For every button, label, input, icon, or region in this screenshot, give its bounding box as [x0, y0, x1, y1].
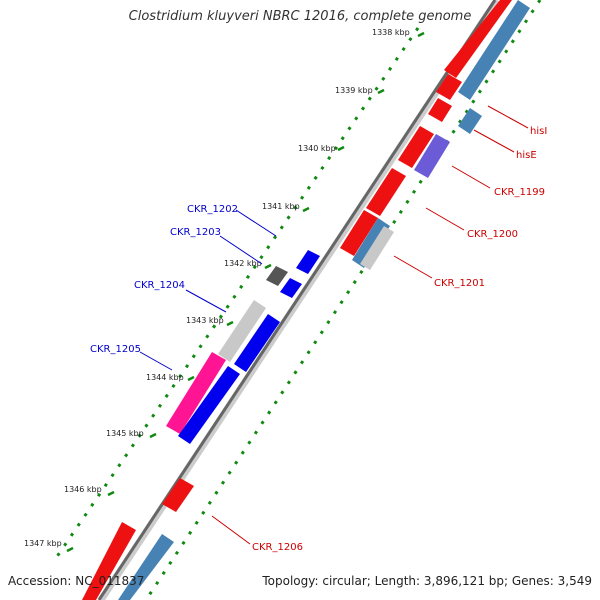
tick-label: 1342 kbp: [224, 259, 262, 268]
tick-marks: [66, 31, 425, 553]
gene-feature[interactable]: [444, 0, 512, 78]
gene-feature[interactable]: [82, 522, 136, 600]
gene-feature[interactable]: [458, 0, 530, 100]
gene-label-ckr1203[interactable]: CKR_1203: [170, 227, 221, 238]
gene-label-hisI[interactable]: hisI: [530, 126, 547, 137]
gene-feature[interactable]: [280, 278, 302, 298]
gene-feature[interactable]: [436, 74, 462, 100]
tick-label: 1341 kbp: [262, 202, 300, 211]
gene-feature[interactable]: [234, 314, 280, 372]
gene-feature[interactable]: [428, 98, 452, 122]
gene-label-ckr1205[interactable]: CKR_1205: [90, 344, 141, 355]
gene-feature[interactable]: [458, 108, 482, 134]
gene-label-ckr1206[interactable]: CKR_1206: [252, 542, 303, 553]
tick-label: 1340 kbp: [298, 144, 336, 153]
tick-label: 1344 kbp: [146, 373, 184, 382]
gene-label-ckr1200[interactable]: CKR_1200: [467, 229, 518, 240]
forward-strand-genes: [82, 0, 530, 600]
accession-text: Accession: NC_011837: [8, 574, 145, 588]
gene-feature[interactable]: [414, 134, 450, 178]
label-leaders: [139, 105, 529, 545]
gene-feature[interactable]: [296, 250, 320, 274]
gene-feature[interactable]: [352, 218, 390, 268]
topology-text: Topology: circular; Length: 3,896,121 bp…: [262, 574, 592, 588]
reverse-strand-genes: [166, 250, 320, 444]
tick-label: 1339 kbp: [335, 86, 373, 95]
gene-feature[interactable]: [218, 300, 266, 362]
gene-feature[interactable]: [398, 126, 434, 168]
tick-label: 1338 kbp: [372, 28, 410, 37]
gene-label-hisE[interactable]: hisE: [516, 150, 537, 161]
gene-feature[interactable]: [162, 478, 194, 512]
gene-feature[interactable]: [340, 210, 378, 256]
map-title: Clostridium kluyveri NBRC 12016, complet…: [128, 9, 472, 24]
inner-dotted-ring: [54, 27, 420, 559]
gene-feature[interactable]: [118, 534, 174, 600]
gene-feature[interactable]: [178, 366, 240, 444]
gene-label-ckr1204[interactable]: CKR_1204: [134, 280, 185, 291]
gene-label-ckr1202[interactable]: CKR_1202: [187, 204, 238, 215]
tick-labels: 1338 kbp 1339 kbp 1340 kbp 1341 kbp 1342…: [24, 28, 410, 548]
tick-label: 1343 kbp: [186, 316, 224, 325]
backbone: [97, 0, 497, 600]
gene-feature[interactable]: [360, 226, 394, 270]
gene-feature[interactable]: [266, 266, 288, 286]
gene-label-ckr1201[interactable]: CKR_1201: [434, 278, 485, 289]
gene-feature[interactable]: [366, 168, 406, 216]
gene-feature[interactable]: [166, 352, 226, 434]
gene-label-ckr1199[interactable]: CKR_1199: [494, 187, 545, 198]
tick-label: 1345 kbp: [106, 429, 144, 438]
tick-label: 1346 kbp: [64, 485, 102, 494]
tick-label: 1347 kbp: [24, 539, 62, 548]
gene-labels: hisI hisE CKR_1199 CKR_1200 CKR_1201 CKR…: [90, 126, 547, 553]
